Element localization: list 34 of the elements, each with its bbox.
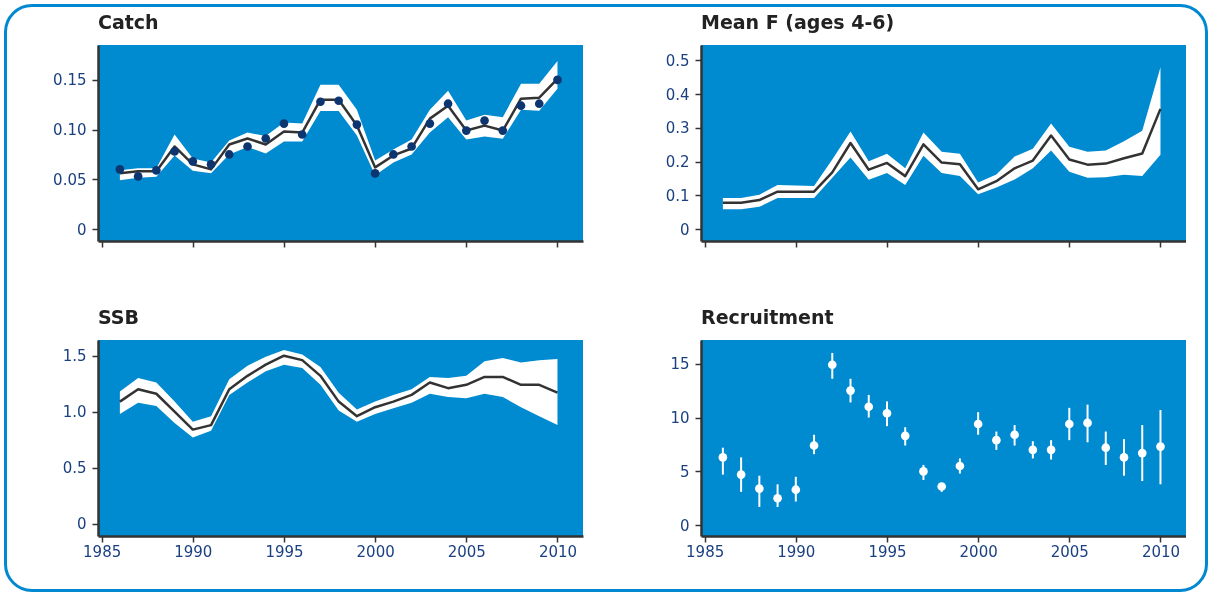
y-tick-label: 0.2 (665, 153, 690, 172)
x-tick-label: 1990 (174, 542, 213, 561)
y-tick-label: 0.05 (53, 170, 87, 189)
x-tick-label: 1995 (868, 542, 907, 561)
x-tick-label: 2005 (1050, 542, 1089, 561)
x-tick-label: 2000 (356, 542, 395, 561)
x-tick-label: 1995 (265, 542, 304, 561)
y-tick-label: 15 (670, 355, 690, 374)
y-tick-label: 0.10 (53, 121, 87, 140)
x-tick-label: 2010 (1141, 542, 1181, 561)
chart-title: SSB (98, 306, 139, 328)
x-tick-label: 2010 (538, 542, 578, 561)
chart-title: Mean F (ages 4-6) (701, 11, 895, 33)
y-tick-label: 0.3 (665, 119, 690, 138)
y-tick-label: 0.1 (665, 186, 690, 205)
y-tick-label: 0.5 (62, 459, 87, 478)
x-tick-label: 1985 (686, 542, 725, 561)
chart-title: Recruitment (701, 306, 834, 328)
x-tick-label: 2005 (447, 542, 486, 561)
y-tick-label: 1.5 (62, 347, 87, 366)
y-tick-label: 0.15 (53, 71, 87, 90)
y-tick-label: 0 (76, 220, 87, 239)
y-tick-label: 0 (679, 516, 690, 535)
chart-title: Catch (98, 11, 159, 33)
y-tick-label: 5 (679, 462, 690, 481)
y-tick-label: 1.0 (62, 403, 87, 422)
y-tick-label: 10 (670, 409, 690, 428)
y-tick-label: 0 (76, 515, 87, 534)
y-tick-label: 0.4 (665, 85, 690, 104)
y-tick-label: 0 (679, 220, 690, 239)
x-tick-label: 1990 (777, 542, 816, 561)
y-tick-label: 0.5 (665, 51, 690, 70)
x-tick-label: 1985 (83, 542, 122, 561)
x-tick-label: 2000 (959, 542, 998, 561)
